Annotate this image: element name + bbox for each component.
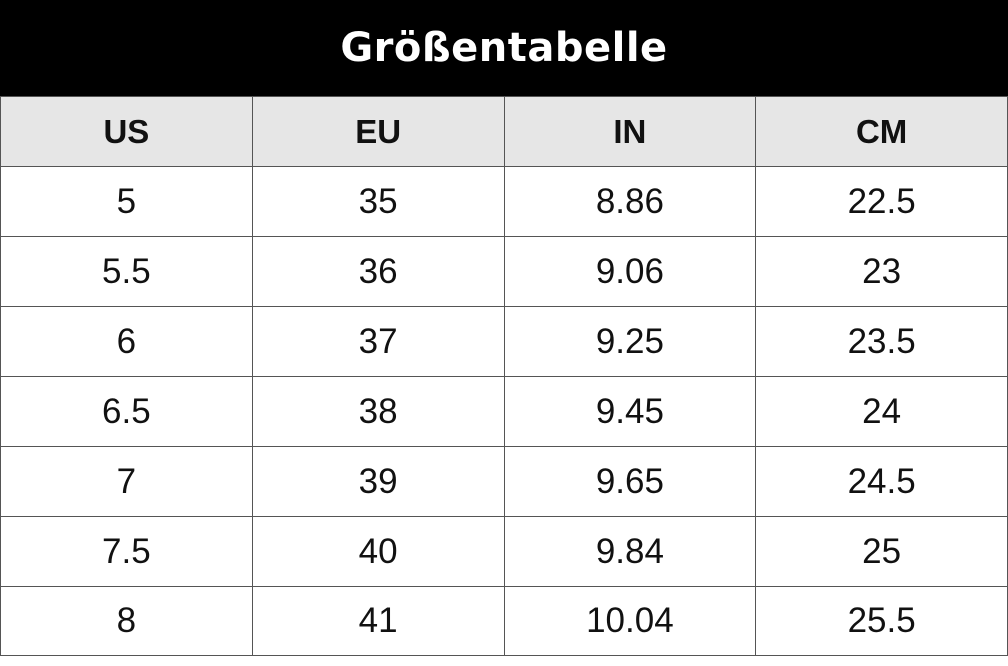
cell-us: 7 [0,446,253,517]
header-row: US EU IN CM [0,96,1008,167]
table-row: 5 35 8.86 22.5 [0,166,1008,237]
cell-us: 8 [0,586,253,656]
cell-cm: 23 [755,236,1008,307]
cell-eu: 35 [251,166,505,237]
cell-eu: 37 [251,306,505,377]
cell-us: 5.5 [0,236,253,307]
cell-cm: 23.5 [755,306,1008,377]
cell-eu: 41 [251,586,505,656]
cell-in: 10.04 [503,586,757,656]
size-table: US EU IN CM 5 35 8.86 22.5 5.5 36 9.06 2… [0,96,1008,656]
column-header-in: IN [503,96,757,167]
cell-in: 9.25 [503,306,757,377]
cell-us: 5 [0,166,253,237]
cell-in: 9.45 [503,376,757,447]
cell-cm: 25.5 [755,586,1008,656]
cell-us: 7.5 [0,516,253,587]
column-header-cm: CM [755,96,1008,167]
cell-eu: 36 [251,236,505,307]
cell-eu: 39 [251,446,505,517]
cell-us: 6.5 [0,376,253,447]
cell-in: 9.06 [503,236,757,307]
cell-cm: 24 [755,376,1008,447]
cell-eu: 40 [251,516,505,587]
cell-in: 8.86 [503,166,757,237]
table-row: 6 37 9.25 23.5 [0,306,1008,377]
column-header-eu: EU [251,96,505,167]
column-header-us: US [0,96,253,167]
page-title: Größentabelle [340,25,668,71]
cell-in: 9.65 [503,446,757,517]
cell-us: 6 [0,306,253,377]
cell-cm: 24.5 [755,446,1008,517]
table-row: 6.5 38 9.45 24 [0,376,1008,447]
cell-cm: 25 [755,516,1008,587]
cell-cm: 22.5 [755,166,1008,237]
cell-eu: 38 [251,376,505,447]
table-row: 8 41 10.04 25.5 [0,586,1008,656]
cell-in: 9.84 [503,516,757,587]
table-row: 7 39 9.65 24.5 [0,446,1008,517]
table-row: 7.5 40 9.84 25 [0,516,1008,587]
table-row: 5.5 36 9.06 23 [0,236,1008,307]
title-bar: Größentabelle [0,0,1008,96]
